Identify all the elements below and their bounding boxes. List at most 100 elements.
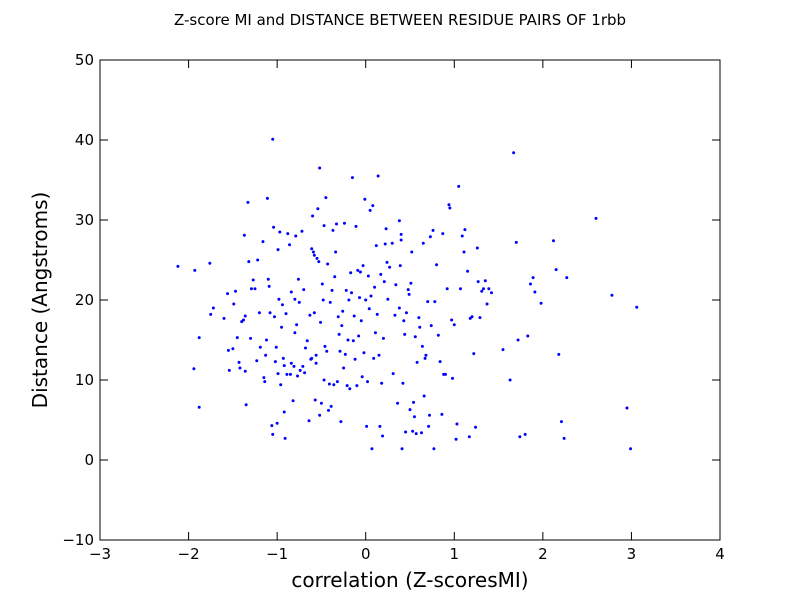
data-point xyxy=(412,415,416,419)
data-point xyxy=(276,248,280,252)
data-point xyxy=(518,435,522,439)
data-point xyxy=(390,241,394,245)
data-point xyxy=(305,339,309,343)
data-point xyxy=(457,184,461,188)
data-point xyxy=(280,303,284,307)
data-point xyxy=(388,265,392,269)
data-point xyxy=(559,420,563,424)
data-point xyxy=(325,349,329,353)
data-point xyxy=(281,356,285,360)
data-point xyxy=(455,422,459,426)
data-point xyxy=(300,229,304,233)
data-point xyxy=(394,283,398,287)
data-point xyxy=(427,413,431,417)
data-point xyxy=(379,272,383,276)
data-point xyxy=(289,361,293,365)
data-point xyxy=(402,319,406,323)
data-point xyxy=(339,420,343,424)
data-point xyxy=(403,332,407,336)
data-point xyxy=(355,384,359,388)
data-point xyxy=(382,280,386,284)
data-point xyxy=(443,372,447,376)
data-point xyxy=(333,275,337,279)
data-point xyxy=(336,315,340,319)
data-point xyxy=(293,297,297,301)
data-point xyxy=(314,361,318,365)
data-point xyxy=(594,216,598,220)
data-point xyxy=(294,234,298,238)
data-point xyxy=(352,314,356,318)
data-point xyxy=(314,353,318,357)
data-point xyxy=(420,431,424,435)
data-point xyxy=(386,297,390,301)
data-point xyxy=(256,258,260,262)
data-point xyxy=(371,204,375,208)
x-tick-label: 1 xyxy=(450,545,460,563)
data-point xyxy=(197,336,201,340)
data-point xyxy=(332,383,336,387)
data-point xyxy=(539,301,543,305)
data-point xyxy=(209,312,213,316)
data-point xyxy=(320,282,324,286)
data-point xyxy=(528,282,532,286)
data-point xyxy=(433,300,437,304)
data-point xyxy=(247,260,251,264)
data-point xyxy=(316,207,320,211)
data-point xyxy=(440,412,444,416)
data-point xyxy=(399,238,403,242)
data-point xyxy=(265,196,269,200)
data-point xyxy=(237,360,241,364)
data-point xyxy=(261,240,265,244)
data-point xyxy=(431,228,435,232)
data-point xyxy=(288,243,292,247)
data-point xyxy=(412,400,416,404)
data-point xyxy=(280,325,284,329)
y-tick-label: −10 xyxy=(62,531,94,549)
data-point xyxy=(410,250,414,254)
data-point xyxy=(368,208,372,212)
data-point xyxy=(301,364,305,368)
data-point xyxy=(474,425,478,429)
data-point xyxy=(376,174,380,178)
data-point xyxy=(409,281,413,285)
data-point xyxy=(211,306,215,310)
data-point xyxy=(268,311,272,315)
data-point xyxy=(404,311,408,315)
data-point xyxy=(282,410,286,414)
data-point xyxy=(242,233,246,237)
data-point xyxy=(235,336,239,340)
data-point xyxy=(244,403,248,407)
data-point xyxy=(396,401,400,405)
data-point xyxy=(438,360,442,364)
data-point xyxy=(347,298,351,302)
data-point xyxy=(342,366,346,370)
data-point xyxy=(322,378,326,382)
data-point xyxy=(625,406,629,410)
data-point xyxy=(284,312,288,316)
x-tick-label: −3 xyxy=(89,545,111,563)
data-point xyxy=(253,287,257,291)
data-point xyxy=(308,313,312,317)
data-point xyxy=(365,380,369,384)
data-point xyxy=(372,356,376,360)
data-point xyxy=(385,260,389,264)
data-point xyxy=(450,318,454,322)
data-point xyxy=(381,336,385,340)
data-point xyxy=(454,437,458,441)
data-point xyxy=(193,268,197,272)
data-point xyxy=(319,401,323,405)
data-point xyxy=(418,325,422,329)
data-point xyxy=(243,314,247,318)
data-point xyxy=(265,338,269,342)
data-point xyxy=(326,262,330,266)
data-point xyxy=(429,324,433,328)
data-point xyxy=(362,351,366,355)
data-point xyxy=(404,430,408,434)
data-point xyxy=(345,384,349,388)
data-point xyxy=(291,399,295,403)
data-point xyxy=(565,276,569,280)
data-point xyxy=(423,356,427,360)
x-tick-label: −2 xyxy=(178,545,200,563)
data-point xyxy=(610,293,614,297)
data-point xyxy=(441,232,445,236)
